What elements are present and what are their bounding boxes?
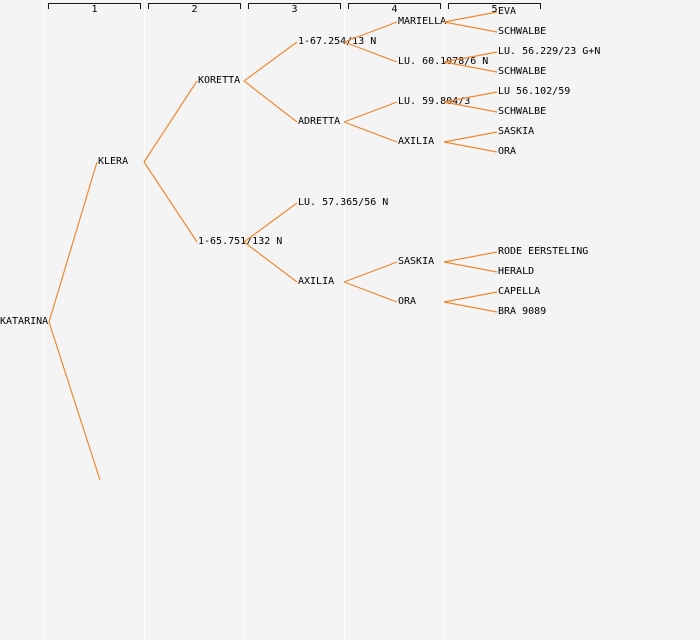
pedigree-edge <box>143 80 198 163</box>
node-koretta[interactable]: KORETTA <box>198 75 241 86</box>
node-klera[interactable]: KLERA <box>98 156 129 167</box>
node-saskia-g4[interactable]: SASKIA <box>398 256 435 267</box>
column-divider-5 <box>444 0 445 640</box>
column-header-label-2: 2 <box>191 4 198 15</box>
column-divider-1 <box>44 0 45 640</box>
pedigree-edge <box>343 261 398 283</box>
node-schwalbe-3[interactable]: SCHWALBE <box>498 106 547 117</box>
column-divider-3 <box>244 0 245 640</box>
column-header-label-1: 1 <box>91 4 98 15</box>
pedigree-edge <box>443 141 498 153</box>
node-axilia-g4[interactable]: AXILIA <box>398 136 435 147</box>
node-katarina[interactable]: KATARINA <box>0 316 49 327</box>
node-capella[interactable]: CAPELLA <box>498 286 541 297</box>
node-schwalbe-2[interactable]: SCHWALBE <box>498 66 547 77</box>
column-bracket-1 <box>48 3 141 9</box>
column-bracket-3 <box>248 3 341 9</box>
pedigree-edge <box>243 80 298 123</box>
node-lu56229[interactable]: LU. 56.229/23 G+N <box>498 46 601 57</box>
column-bracket-5 <box>448 3 541 9</box>
node-n67254[interactable]: 1-67.254/13 N <box>298 36 377 47</box>
pedigree-edge <box>243 41 298 82</box>
column-divider-4 <box>344 0 345 640</box>
node-mariella[interactable]: MARIELLA <box>398 16 447 27</box>
pedigree-edge <box>343 121 398 143</box>
node-axilia-g3[interactable]: AXILIA <box>298 276 335 287</box>
pedigree-edge <box>443 261 498 273</box>
pedigree-edge <box>443 251 498 263</box>
node-schwalbe-1[interactable]: SCHWALBE <box>498 26 547 37</box>
node-ora-g4[interactable]: ORA <box>398 296 417 307</box>
pedigree-edge <box>343 281 398 303</box>
pedigree-edge <box>243 241 298 283</box>
node-lu56102[interactable]: LU 56.102/59 <box>498 86 571 97</box>
node-ora-g5[interactable]: ORA <box>498 146 517 157</box>
column-header-label-3: 3 <box>291 4 298 15</box>
pedigree-edge <box>48 161 98 323</box>
column-header-label-5: 5 <box>491 4 498 15</box>
node-lu59804[interactable]: LU. 59.804/3 <box>398 96 471 107</box>
pedigree-edge <box>343 101 398 123</box>
node-adretta[interactable]: ADRETTA <box>298 116 341 127</box>
column-divider-2 <box>144 0 145 640</box>
node-bra9089[interactable]: BRA 9089 <box>498 306 547 317</box>
column-bracket-4 <box>348 3 441 9</box>
pedigree-edge <box>143 161 198 243</box>
node-saskia-g5[interactable]: SASKIA <box>498 126 535 137</box>
pedigree-edge <box>443 301 498 313</box>
node-lu57365[interactable]: LU. 57.365/56 N <box>298 197 389 208</box>
node-lu601078[interactable]: LU. 60.1078/6 N <box>398 56 489 67</box>
pedigree-edge <box>443 21 498 33</box>
pedigree-edge <box>443 291 498 303</box>
node-herald[interactable]: HERALD <box>498 266 535 277</box>
node-n65751[interactable]: 1-65.751/132 N <box>198 236 283 247</box>
column-header-label-4: 4 <box>391 4 398 15</box>
pedigree-edge <box>443 131 498 143</box>
node-eva[interactable]: EVA <box>498 6 517 17</box>
node-rode-eersteling[interactable]: RODE EERSTELING <box>498 246 589 257</box>
column-bracket-2 <box>148 3 241 9</box>
pedigree-edge <box>48 321 101 481</box>
